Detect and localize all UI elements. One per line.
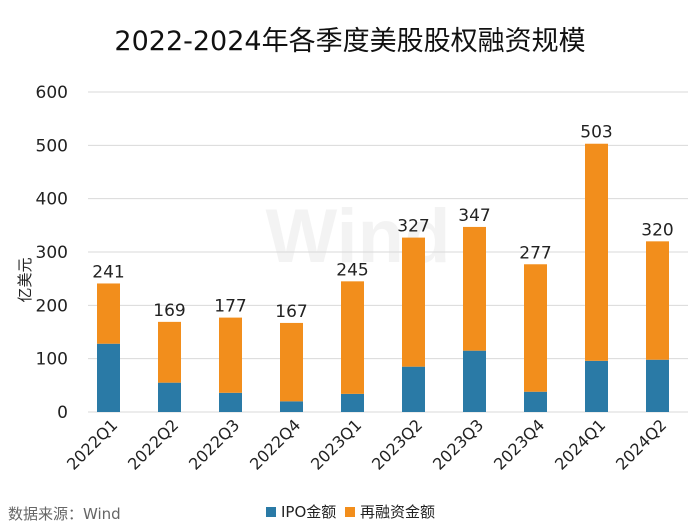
data-label-total-2023Q3: 347: [458, 206, 490, 226]
bar-2023Q4-refinancing: [524, 264, 547, 392]
bar-2022Q3-ipo: [219, 392, 242, 412]
chart-title: 2022-2024年各季度美股股权融资规模: [114, 26, 585, 57]
x-tick-2024Q1: 2024Q1: [551, 415, 609, 473]
y-tick-600: 600: [36, 83, 68, 103]
legend-swatch-ipo: [266, 507, 276, 517]
y-axis-label: 亿美元: [16, 257, 34, 302]
source-note: 数据来源：Wind: [8, 505, 121, 523]
bar-2022Q3-refinancing: [219, 317, 242, 393]
x-tick-2023Q4: 2023Q4: [490, 415, 548, 473]
x-tick-2022Q2: 2022Q2: [124, 415, 182, 473]
y-tick-0: 0: [57, 403, 68, 423]
bar-2022Q1-refinancing: [97, 283, 120, 344]
x-tick-2024Q2: 2024Q2: [612, 415, 670, 473]
bar-2023Q4-ipo: [524, 391, 547, 412]
bar-2023Q1-ipo: [341, 393, 364, 412]
data-label-total-2023Q1: 245: [336, 260, 368, 280]
bar-2024Q1-refinancing: [585, 143, 608, 361]
data-label-total-2024Q1: 503: [580, 123, 612, 143]
bar-2023Q3-ipo: [463, 350, 486, 412]
bar-2023Q2-ipo: [402, 366, 425, 412]
y-axis-ticks: 0 100 200 300 400 500 600: [36, 83, 68, 423]
data-label-total-2022Q3: 177: [214, 297, 246, 317]
y-tick-400: 400: [36, 190, 68, 210]
bar-2023Q1-refinancing: [341, 281, 364, 394]
bar-2022Q4-ipo: [280, 401, 303, 412]
bar-2024Q1-ipo: [585, 360, 608, 412]
y-tick-500: 500: [36, 136, 68, 156]
legend-label-refinancing: 再融资金额: [360, 503, 435, 521]
legend: IPO金额 再融资金额: [266, 503, 435, 521]
bar-2022Q2-refinancing: [158, 321, 181, 383]
legend-swatch-refinancing: [345, 507, 355, 517]
bar-2023Q3-refinancing: [463, 226, 486, 351]
data-label-total-2022Q1: 241: [92, 262, 124, 282]
x-tick-2022Q3: 2022Q3: [185, 415, 243, 473]
data-label-total-2024Q2: 320: [641, 220, 673, 240]
x-tick-2022Q1: 2022Q1: [63, 415, 121, 473]
x-tick-2022Q4: 2022Q4: [246, 415, 304, 473]
data-label-total-2022Q4: 167: [275, 302, 307, 322]
y-tick-200: 200: [36, 296, 68, 316]
bar-2024Q2-refinancing: [646, 241, 669, 360]
y-tick-100: 100: [36, 350, 68, 370]
data-label-total-2022Q2: 169: [153, 301, 185, 321]
bar-2024Q2-ipo: [646, 359, 669, 412]
bar-2022Q2-ipo: [158, 382, 181, 412]
bar-2023Q2-refinancing: [402, 237, 425, 367]
data-label-total-2023Q2: 327: [397, 217, 429, 237]
bar-2022Q4-refinancing: [280, 322, 303, 402]
data-label-total-2023Q4: 277: [519, 243, 551, 263]
data-labels: 241 169 177 167 245 327 347 277 503 320: [92, 123, 673, 322]
x-tick-2023Q1: 2023Q1: [307, 415, 365, 473]
x-tick-2023Q2: 2023Q2: [368, 415, 426, 473]
y-tick-300: 300: [36, 243, 68, 263]
legend-label-ipo: IPO金额: [281, 503, 336, 521]
x-tick-2023Q3: 2023Q3: [429, 415, 487, 473]
bars: [97, 143, 669, 412]
bar-2022Q1-ipo: [97, 343, 120, 412]
x-axis-ticks: 2022Q1 2022Q2 2022Q3 2022Q4 2023Q1 2023Q2 2023…: [63, 415, 670, 473]
